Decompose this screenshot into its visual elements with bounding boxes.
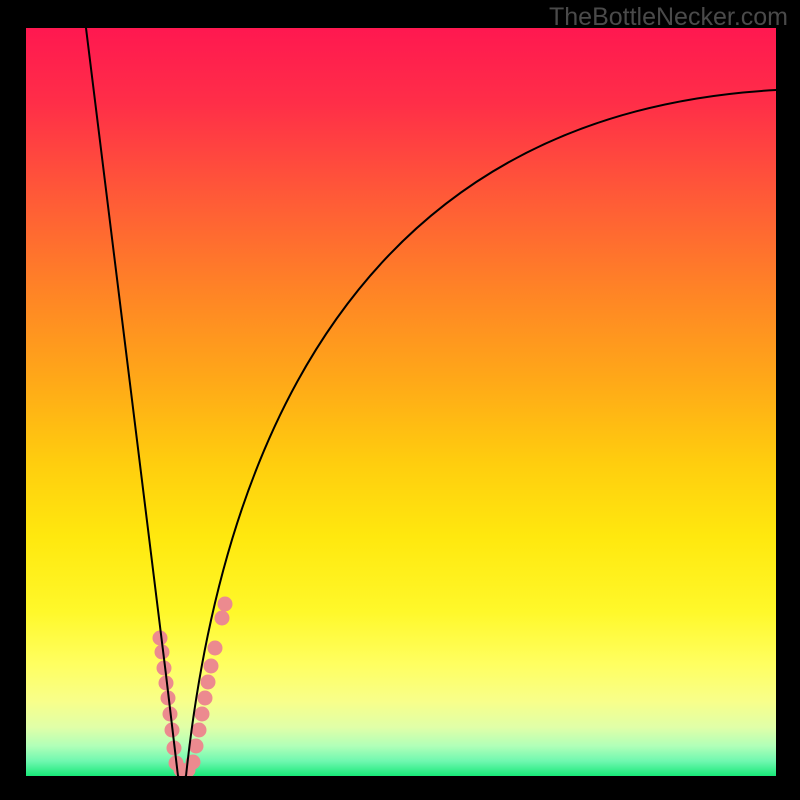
data-point [218,597,233,612]
data-point [198,691,213,706]
watermark-text: TheBottleNecker.com [549,3,788,32]
data-point [195,707,210,722]
data-point [215,611,230,626]
curve-right-branch [186,90,776,776]
chart-container: TheBottleNecker.com [0,0,800,800]
curve-left-branch [86,28,178,776]
curve-overlay [26,28,776,776]
plot-area [26,28,776,776]
data-point [201,675,216,690]
data-point [192,723,207,738]
data-point [208,641,223,656]
data-point [204,659,219,674]
